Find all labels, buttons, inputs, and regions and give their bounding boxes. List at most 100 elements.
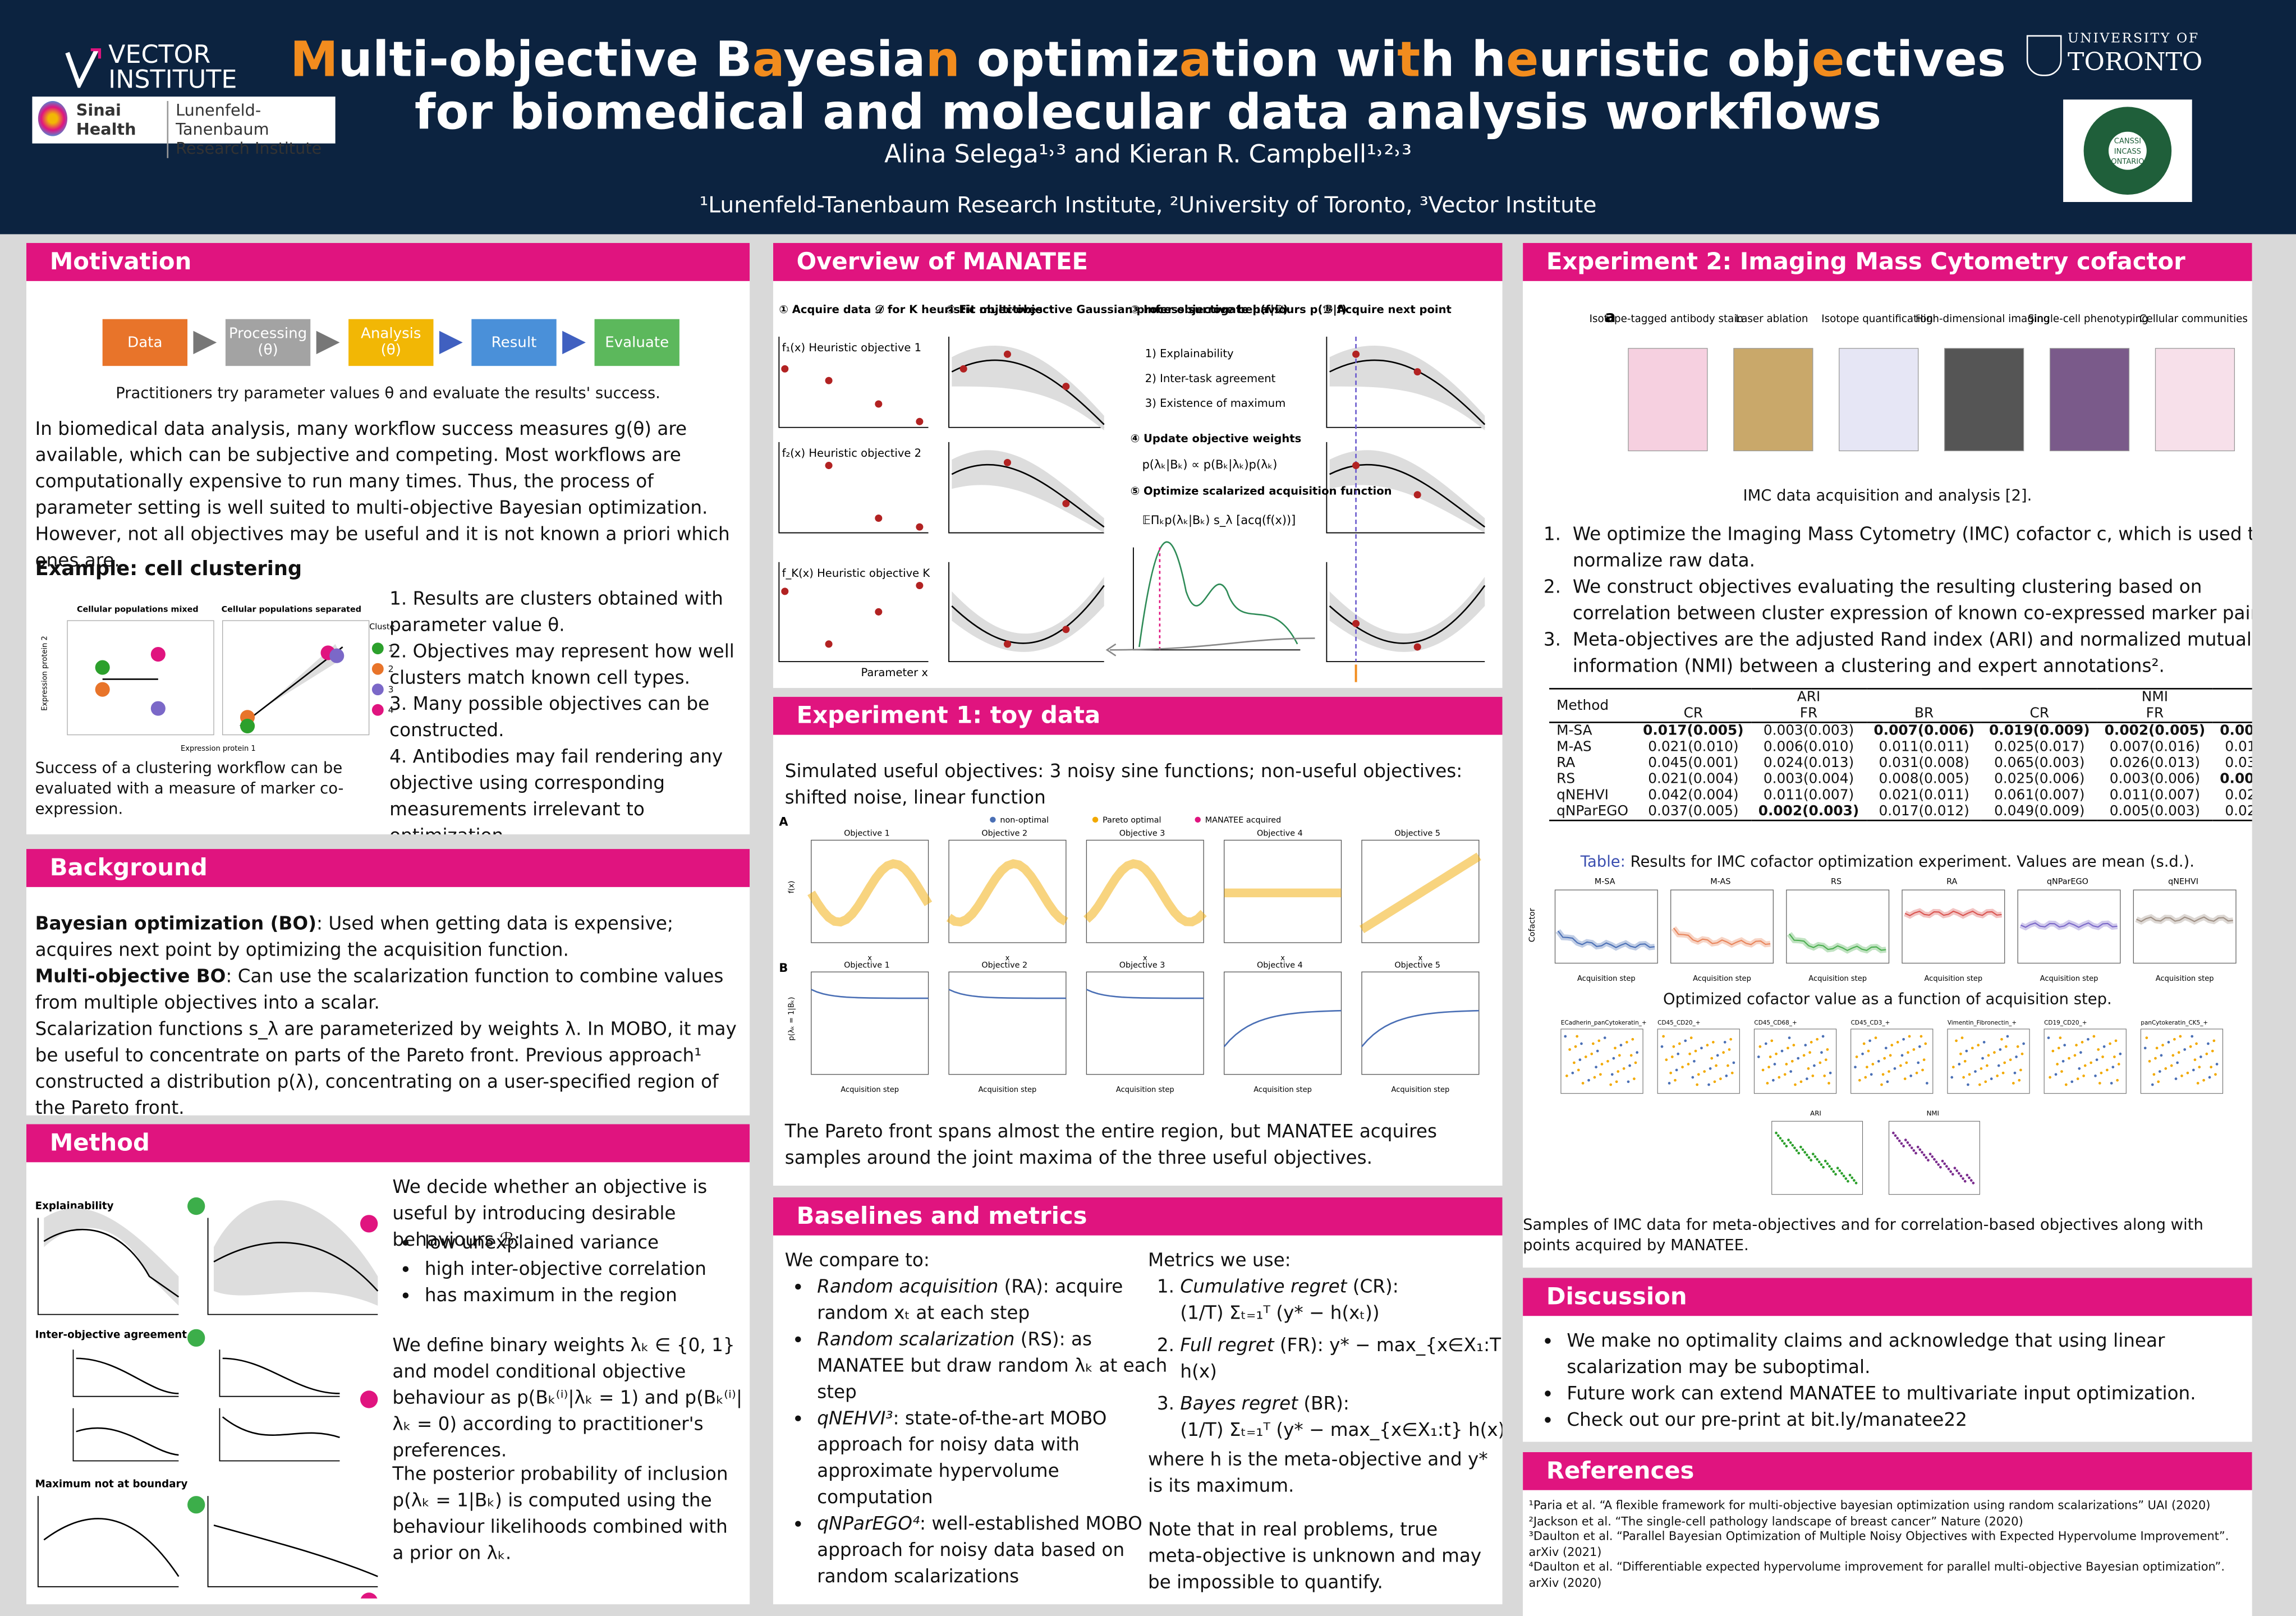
- table-cell: 0.026(0.017): [2225, 787, 2252, 804]
- header-cell: NMI: [2141, 689, 2169, 706]
- table-cell: RS: [1556, 771, 1576, 788]
- point: [1877, 1059, 1880, 1063]
- point: [1921, 1068, 1924, 1072]
- point: [1581, 1082, 1585, 1085]
- circle: [1413, 643, 1421, 651]
- point: [1700, 1046, 1703, 1050]
- panel-title: M-SA: [1595, 878, 1615, 887]
- background-card: Background Bayesian optimization (BO): U…: [26, 849, 750, 1115]
- point: [1672, 1045, 1675, 1048]
- title-segment: uristic obj: [1539, 30, 1812, 88]
- point: [1830, 1167, 1833, 1170]
- title-segment: M: [290, 30, 338, 88]
- axis-label: Acquisition step: [1116, 1086, 1174, 1094]
- g: [952, 346, 1485, 652]
- point: [1951, 1173, 1954, 1176]
- point: [1963, 1059, 1967, 1063]
- header-cell: CR: [2029, 705, 2050, 722]
- paragraph: Scalarization functions s_λ are paramete…: [35, 1016, 744, 1115]
- path: [778, 562, 929, 663]
- point: [2155, 1046, 2159, 1050]
- flow-box: Evaluate: [594, 319, 679, 366]
- point: [2179, 1035, 2182, 1038]
- vector-text: VECTOR INSTITUTE: [108, 43, 237, 95]
- point: [1568, 1048, 1571, 1051]
- point: [2157, 1080, 2160, 1084]
- point: [1987, 1054, 1990, 1057]
- point: [1767, 1066, 1770, 1069]
- point: [2111, 1066, 2115, 1069]
- txt: We decide whether an objective is useful…: [392, 1175, 708, 1250]
- point: [2013, 1071, 2017, 1075]
- point: [1853, 1179, 1856, 1182]
- axis-label: x: [1280, 954, 1285, 962]
- objective-label: f_K(x) Heuristic objective K: [782, 567, 931, 580]
- table-cell: 0.065(0.003): [1994, 755, 2085, 772]
- point: [2164, 1067, 2168, 1070]
- circle: [1003, 350, 1011, 358]
- panel-title: CD19_CD20_+: [2044, 1020, 2087, 1026]
- metric-text: (BR):: [1298, 1392, 1349, 1415]
- point: [2076, 1077, 2079, 1080]
- path: [1326, 337, 1485, 428]
- table-row: M-SA 0.017(0.005) 0.003(0.003) 0.007(0.006)…: [1549, 722, 2252, 740]
- metric-equation: (1/T) Σₜ₌₁ᵀ (y* − max_{x∈X₁:t} h(x)),: [1180, 1418, 1503, 1440]
- point: [1761, 1068, 1765, 1072]
- point: [1968, 1073, 1971, 1076]
- step-label: ④ Update objective weights: [1131, 432, 1302, 445]
- point: [1974, 1070, 1977, 1073]
- path: [214, 1200, 378, 1306]
- objective-label: f₁(x) Heuristic objective 1: [782, 341, 922, 354]
- point: [1779, 1137, 1782, 1140]
- txt: IMC data acquisition and analysis [2].: [1743, 487, 2032, 506]
- axis-label: Acquisition step: [1808, 975, 1867, 983]
- txt: Samples of IMC data for meta-objectives …: [1523, 1216, 2203, 1255]
- point: [1947, 1167, 1950, 1170]
- point: [1959, 1052, 1962, 1055]
- header-cell: ARI: [1797, 689, 1821, 706]
- equation: p(λₖ|Bₖ) ∝ p(Bₖ|λₖ)p(λₖ): [1142, 458, 1278, 472]
- flow-box: Data: [102, 319, 188, 366]
- panel-label: B: [779, 961, 788, 975]
- overview-figure: ① Acquire data 𝒟 for K heuristic objecti…: [778, 303, 1486, 682]
- panel-frame: [1771, 1121, 1863, 1195]
- axis-label: Acquisition step: [1392, 1086, 1450, 1094]
- point: [1918, 1045, 1921, 1048]
- curve: [1671, 926, 1771, 948]
- point: [1684, 1039, 1687, 1043]
- div: INSTITUTE: [108, 66, 237, 95]
- point: [1891, 1131, 1895, 1135]
- step-label: Isotope quantification: [1821, 313, 1933, 325]
- point: [1803, 1151, 1807, 1154]
- bullet: high inter-objective correlation: [425, 1256, 750, 1282]
- point: [1710, 1057, 1714, 1060]
- point: [2078, 1067, 2081, 1070]
- panel-frame: [811, 971, 929, 1075]
- point: [1564, 1035, 1567, 1038]
- table-row: RA 0.045(0.001) 0.024(0.013) 0.031(0.008) 0.…: [1549, 755, 2252, 772]
- point: [1990, 1077, 1993, 1080]
- motivation-card: Motivation Practitioners try parameter v…: [26, 243, 750, 834]
- samples-figure: ECadherin_panCytokeratin_+ CD45_CD20_+ CD4…: [1560, 1020, 2224, 1195]
- point: [1707, 1083, 1710, 1086]
- path: [219, 1408, 340, 1462]
- point: [1963, 1179, 1967, 1183]
- point: [1696, 1083, 1698, 1086]
- path: [952, 346, 1104, 430]
- point: [1783, 1073, 1787, 1076]
- step-image: [2155, 348, 2235, 452]
- point: [1732, 1061, 1735, 1064]
- div: Sinai: [76, 101, 121, 120]
- point: [1687, 1063, 1690, 1066]
- point: [2167, 1041, 2170, 1044]
- point: [1902, 1145, 1905, 1147]
- table-cell: 0.031(0.008): [1879, 755, 1969, 772]
- panel-title: Objective 2: [981, 829, 1027, 838]
- axis-label: Parameter x: [861, 666, 929, 679]
- txt: Cumulative regret (CR): (1/T) Σₜ₌₁ᵀ (y* −…: [1148, 1274, 1503, 1449]
- circle: [187, 1496, 205, 1514]
- txt: The posterior probability of inclusion p…: [392, 1462, 728, 1564]
- list-item: Future work can extend MANATEE to multiv…: [1567, 1380, 2252, 1407]
- point: [1972, 1182, 1975, 1185]
